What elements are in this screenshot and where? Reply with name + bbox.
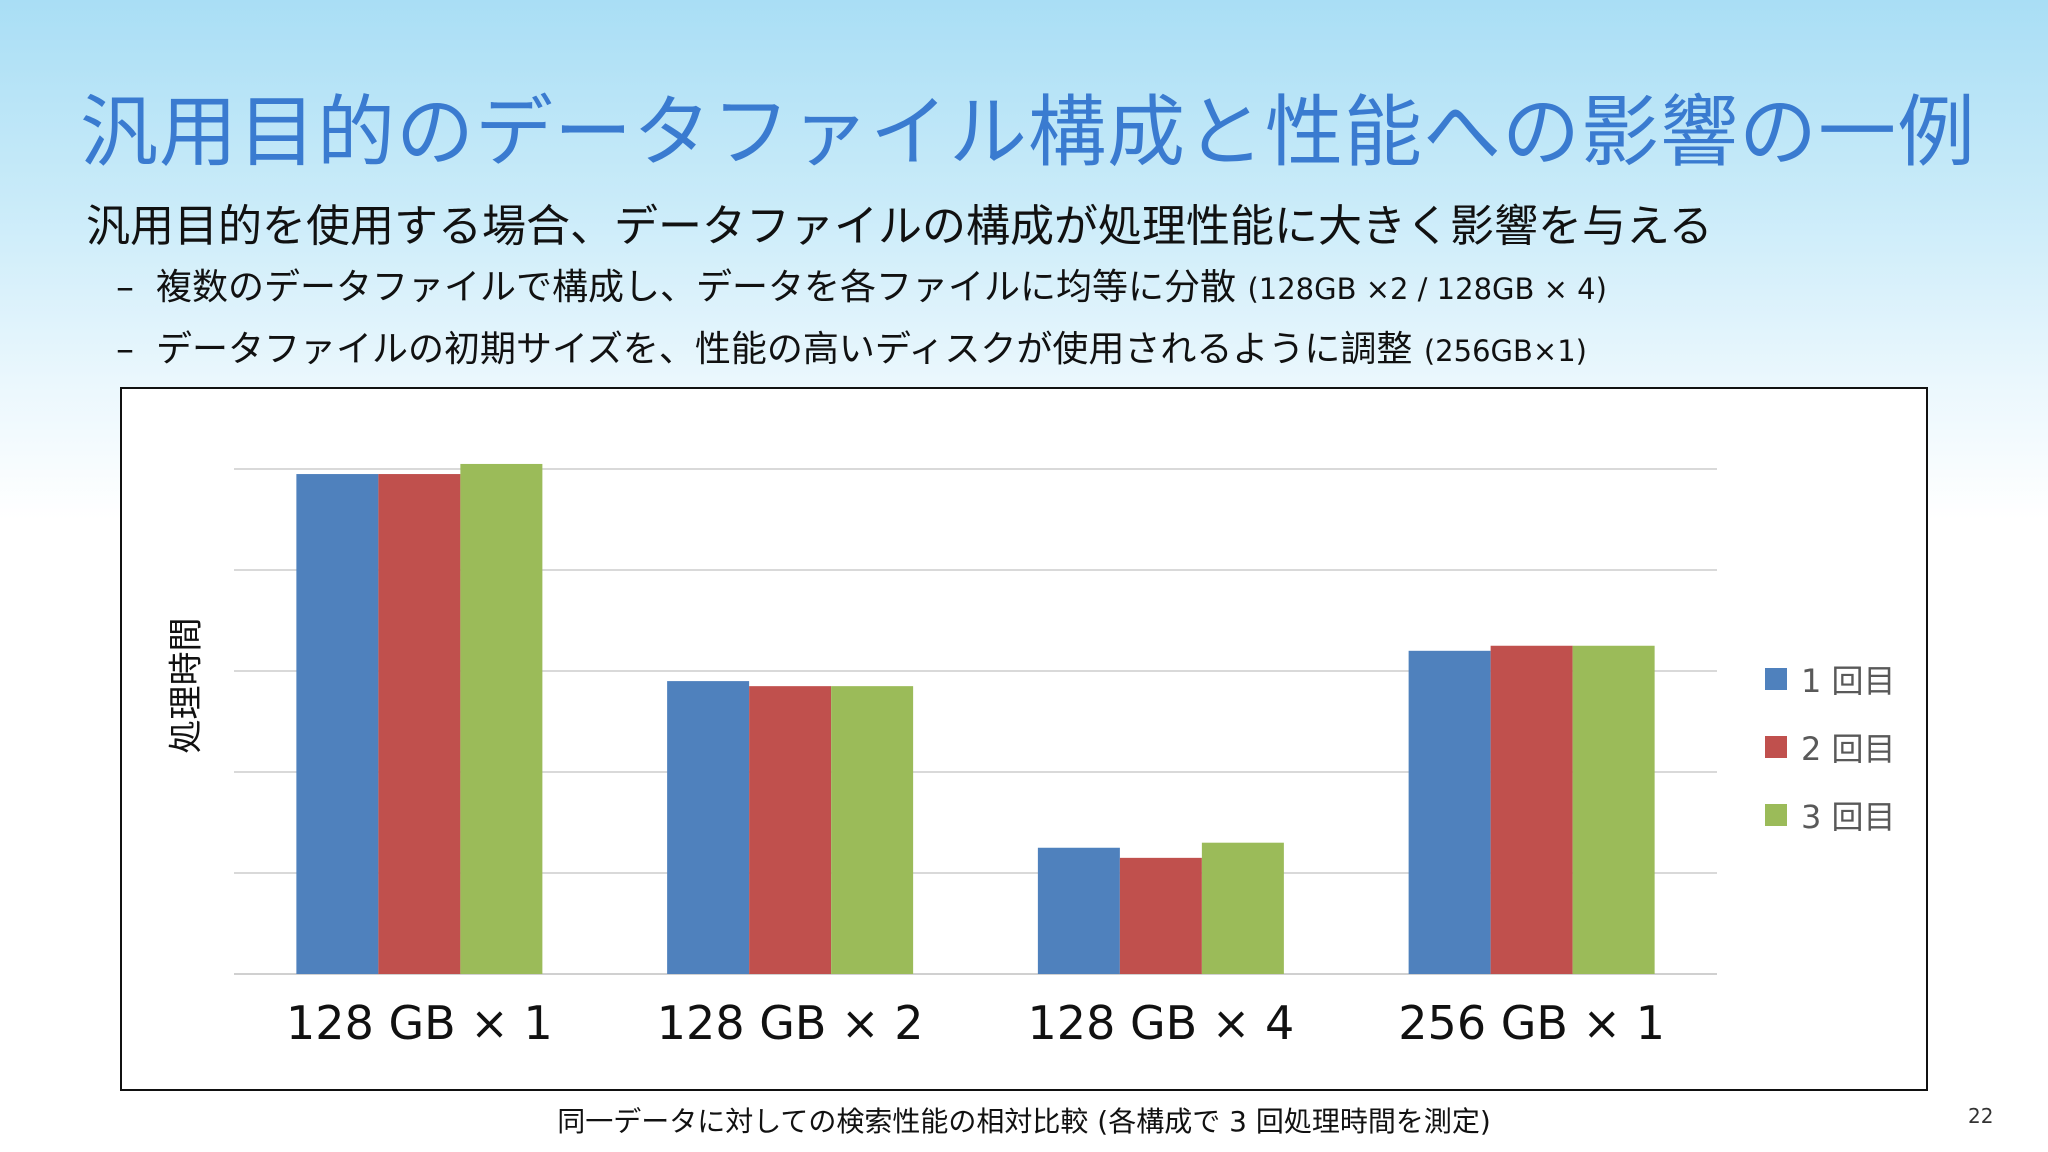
legend-item: 1 回目 [1765, 645, 1896, 713]
lead-text: 汎用目的を使用する場合、データファイルの構成が処理性能に大きく影響を与える [86, 201, 1713, 252]
bar [1572, 645, 1655, 974]
bullet-note: (256GB×1) [1423, 334, 1587, 368]
legend-swatch [1765, 804, 1787, 826]
bar [460, 463, 543, 974]
legend-swatch [1765, 736, 1787, 758]
chart-frame: 128 GB × 1 128 GB × 2 128 GB × 4 256 GB × 1 [120, 387, 1928, 1091]
legend-label: 3 回目 [1801, 798, 1896, 836]
bar [1119, 857, 1202, 974]
legend-swatch [1765, 668, 1787, 690]
legend-item: 3 回目 [1765, 781, 1896, 849]
bar-chart: 128 GB × 1 128 GB × 2 128 GB × 4 256 GB × 1 [234, 463, 1717, 1050]
bar [1408, 650, 1491, 974]
x-tick-label: 128 GB × 4 [1028, 996, 1295, 1050]
legend-item: 2 回目 [1765, 713, 1896, 781]
chart-legend: 1 回目 2 回目 3 回目 [1765, 645, 1896, 849]
bullet-dash: – [116, 267, 134, 308]
bullet-note: (128GB ×2 / 128GB × 4) [1247, 272, 1607, 306]
legend-label: 1 回目 [1801, 662, 1896, 700]
y-axis-label-text: 処理時間 [166, 617, 207, 753]
bar [1490, 645, 1573, 974]
legend-label: 2 回目 [1801, 730, 1896, 768]
bullet-text: データファイルの初期サイズを、性能の高いディスクが使用されるように調整 [156, 329, 1424, 370]
bullet-item: – データファイルの初期サイズを、性能の高いディスクが使用されるように調整 (25… [116, 320, 1587, 372]
bar [1037, 847, 1120, 974]
bullet-text: 複数のデータファイルで構成し、データを各ファイルに均等に分散 [156, 267, 1248, 308]
bar [296, 474, 379, 974]
bullet-item: – 複数のデータファイルで構成し、データを各ファイルに均等に分散 (128GB ×… [116, 258, 1607, 310]
chart-caption: 同一データに対しての検索性能の相対比較 (各構成で 3 回処理時間を測定) [557, 1105, 1491, 1138]
bullet-dash: – [116, 329, 134, 370]
x-tick-label: 128 GB × 1 [286, 996, 553, 1050]
bar [378, 474, 461, 974]
x-tick-label: 128 GB × 2 [657, 996, 924, 1050]
bar [749, 686, 832, 974]
slide-title: 汎用目的のデータファイル構成と性能への影響の一例 [80, 88, 1977, 178]
bar [667, 681, 750, 974]
bar [1201, 842, 1284, 974]
bar [831, 686, 914, 974]
page-number: 22 [1968, 1104, 1994, 1128]
y-axis-label: 処理時間 [148, 590, 218, 780]
x-tick-label: 256 GB × 1 [1398, 996, 1665, 1050]
